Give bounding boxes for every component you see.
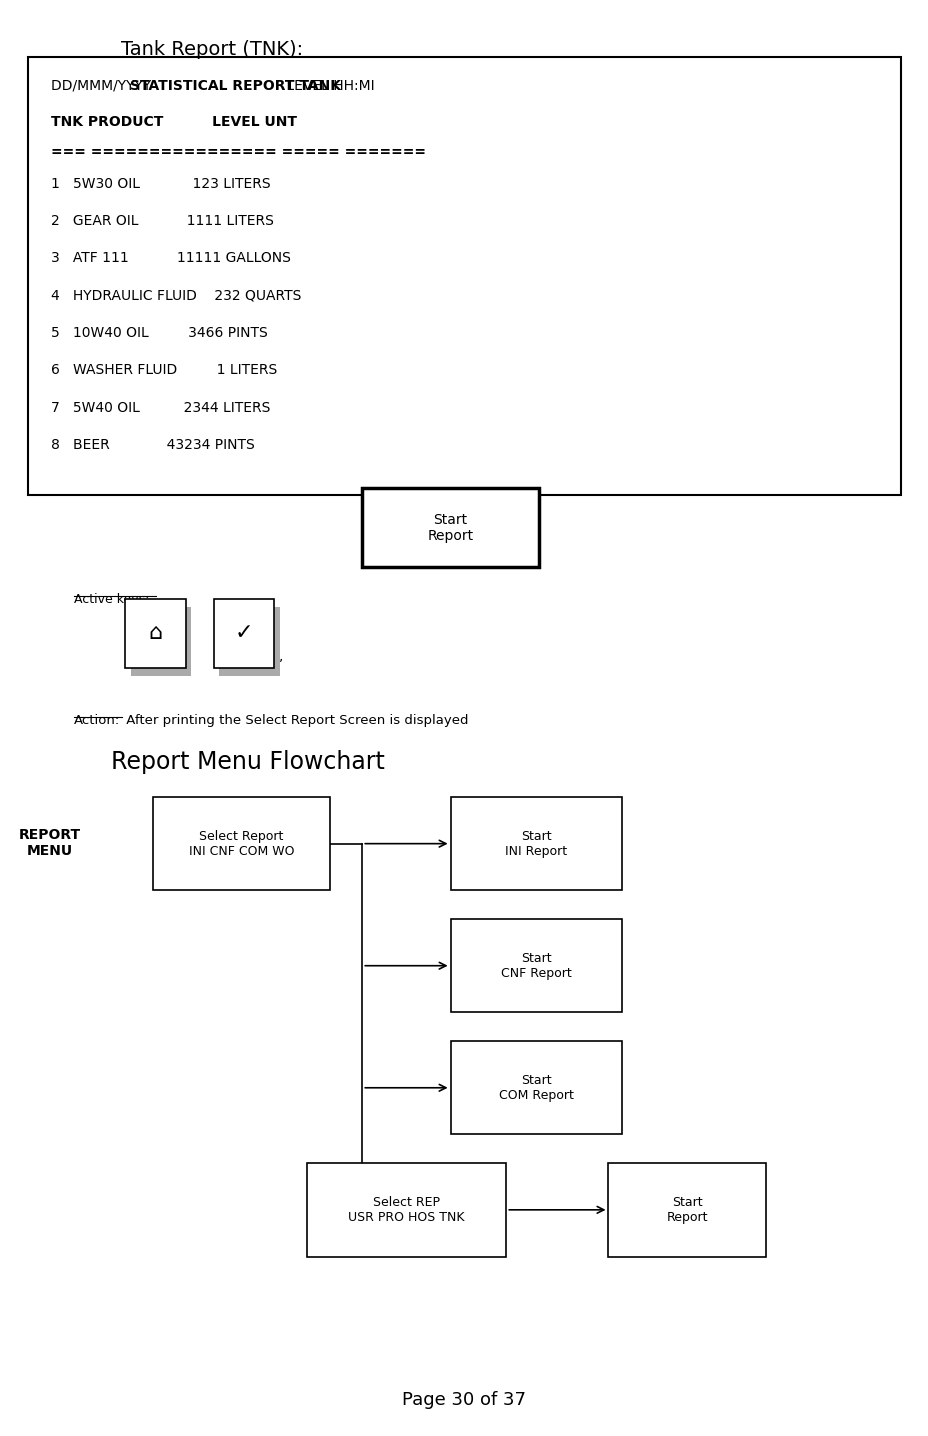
Text: ✓: ✓ xyxy=(234,623,253,643)
FancyBboxPatch shape xyxy=(362,488,538,567)
FancyBboxPatch shape xyxy=(219,607,279,676)
Text: Report Menu Flowchart: Report Menu Flowchart xyxy=(111,750,385,774)
FancyBboxPatch shape xyxy=(213,599,274,668)
Text: ⌂: ⌂ xyxy=(148,623,162,643)
Text: LEVEL HH:MI: LEVEL HH:MI xyxy=(282,79,374,93)
FancyBboxPatch shape xyxy=(28,57,900,495)
Text: DD/MMM/YYYY: DD/MMM/YYYY xyxy=(51,79,156,93)
FancyBboxPatch shape xyxy=(306,1163,506,1256)
FancyBboxPatch shape xyxy=(125,599,186,668)
Text: REPORT
MENU: REPORT MENU xyxy=(19,827,81,859)
FancyBboxPatch shape xyxy=(450,797,622,890)
Text: Select Report
INI CNF COM WO: Select Report INI CNF COM WO xyxy=(188,830,294,857)
Text: Action:: Action: xyxy=(74,714,121,727)
FancyBboxPatch shape xyxy=(450,1041,622,1134)
Text: Select REP
USR PRO HOS TNK: Select REP USR PRO HOS TNK xyxy=(348,1196,464,1223)
Text: 1   5W30 OIL            123 LITERS: 1 5W30 OIL 123 LITERS xyxy=(51,177,270,191)
Text: Page 30 of 37: Page 30 of 37 xyxy=(402,1391,526,1409)
Text: 5   10W40 OIL         3466 PINTS: 5 10W40 OIL 3466 PINTS xyxy=(51,326,267,340)
Text: 6   WASHER FLUID         1 LITERS: 6 WASHER FLUID 1 LITERS xyxy=(51,363,277,378)
Text: 3   ATF 111           11111 GALLONS: 3 ATF 111 11111 GALLONS xyxy=(51,251,290,266)
Text: 8   BEER             43234 PINTS: 8 BEER 43234 PINTS xyxy=(51,438,254,452)
Text: Start
Report: Start Report xyxy=(666,1196,707,1223)
Text: After printing the Select Report Screen is displayed: After printing the Select Report Screen … xyxy=(122,714,468,727)
Text: ,: , xyxy=(278,649,283,663)
Text: Active keys:: Active keys: xyxy=(74,593,149,606)
Text: Tank Report (TNK):: Tank Report (TNK): xyxy=(121,40,303,59)
FancyBboxPatch shape xyxy=(153,797,329,890)
Text: 7   5W40 OIL          2344 LITERS: 7 5W40 OIL 2344 LITERS xyxy=(51,401,270,415)
Text: STATISTICAL REPORT TANK: STATISTICAL REPORT TANK xyxy=(130,79,341,93)
Text: Start
INI Report: Start INI Report xyxy=(505,830,567,857)
FancyBboxPatch shape xyxy=(450,919,622,1012)
Text: Start
COM Report: Start COM Report xyxy=(498,1074,574,1101)
Text: 2   GEAR OIL           1111 LITERS: 2 GEAR OIL 1111 LITERS xyxy=(51,214,274,228)
Text: Start
Report: Start Report xyxy=(427,513,473,543)
Text: Start
CNF Report: Start CNF Report xyxy=(500,952,572,979)
FancyBboxPatch shape xyxy=(131,607,191,676)
Text: === ================ ===== =======: === ================ ===== ======= xyxy=(51,145,426,159)
Text: TNK PRODUCT          LEVEL UNT: TNK PRODUCT LEVEL UNT xyxy=(51,115,297,129)
FancyBboxPatch shape xyxy=(608,1163,766,1256)
Text: 4   HYDRAULIC FLUID    232 QUARTS: 4 HYDRAULIC FLUID 232 QUARTS xyxy=(51,289,302,303)
